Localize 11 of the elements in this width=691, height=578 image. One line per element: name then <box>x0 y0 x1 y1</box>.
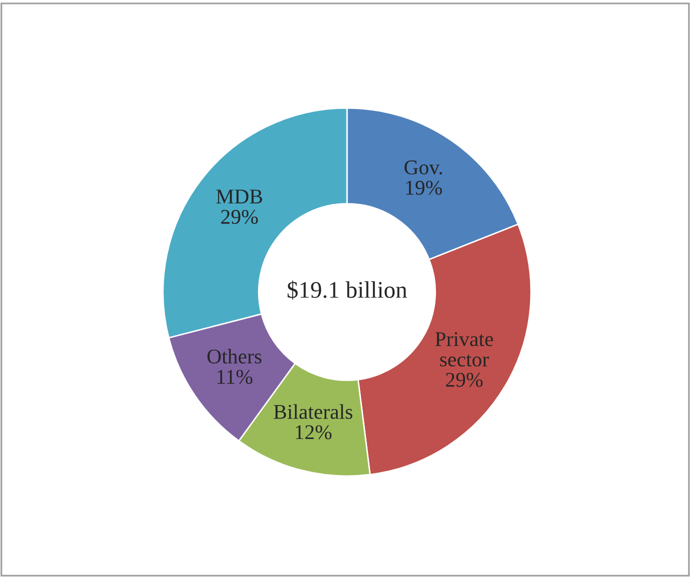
slice-label: Private sector <box>435 332 493 367</box>
slice-label: Gov. <box>404 160 442 175</box>
data-label: 29% <box>446 372 483 387</box>
data-label: 12% <box>296 425 332 440</box>
data-label: 29% <box>221 210 258 224</box>
slice-label: Others <box>207 348 262 364</box>
slice-label: MDB <box>216 190 262 204</box>
slice-label: Bilaterals <box>274 404 352 419</box>
data-label: 11% <box>218 370 252 384</box>
data-label: 19% <box>406 180 442 195</box>
text: $19.1 billion <box>288 280 407 300</box>
